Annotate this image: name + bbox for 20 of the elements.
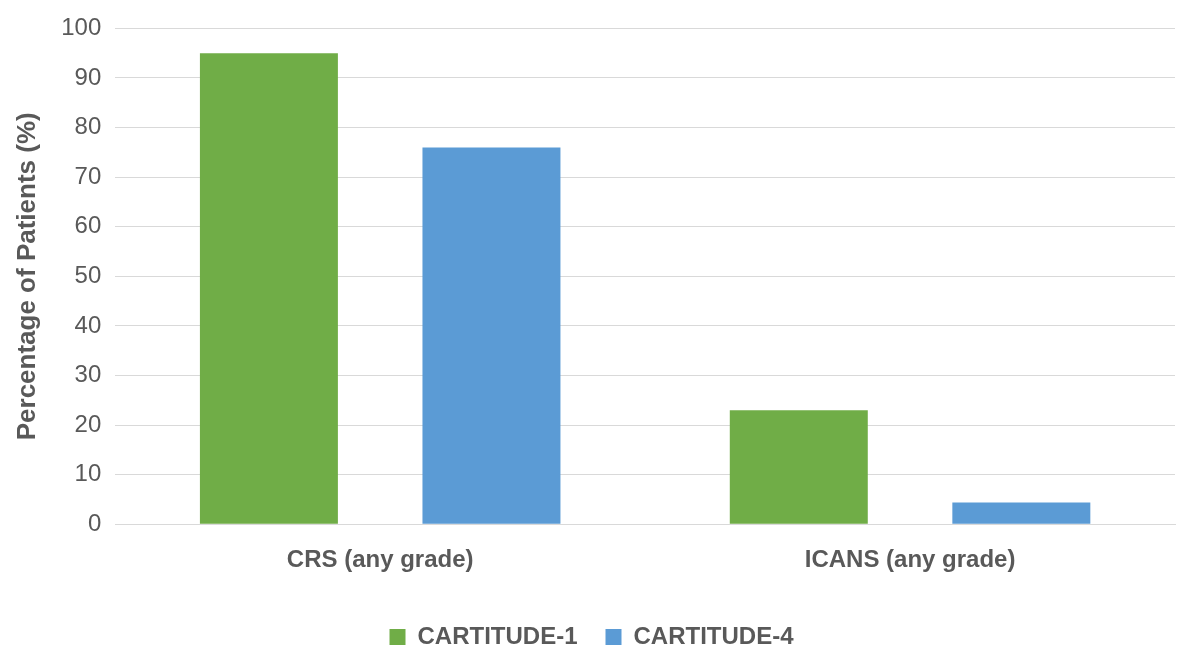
bar	[952, 502, 1091, 524]
legend-label: CARTITUDE-4	[633, 621, 795, 649]
bar	[422, 147, 561, 524]
x-tick-label: ICANS (any grade)	[804, 545, 1016, 573]
y-tick-label: 90	[74, 62, 102, 90]
y-tick-label: 10	[74, 459, 102, 487]
y-tick-label: 100	[61, 13, 102, 41]
y-tick-label: 60	[74, 211, 102, 239]
y-tick-label: 0	[87, 508, 102, 536]
bar	[199, 53, 338, 524]
y-axis-title: Percentage of Patients (%)	[10, 112, 41, 441]
bar	[729, 410, 868, 524]
x-tick-label: CRS (any grade)	[286, 545, 474, 573]
legend-label: CARTITUDE-1	[417, 621, 578, 649]
y-tick-label: 80	[74, 112, 102, 140]
y-tick-label: 70	[74, 161, 102, 189]
y-tick-label: 50	[74, 260, 102, 288]
y-tick-label: 40	[74, 310, 102, 338]
y-tick-label: 30	[74, 360, 102, 388]
y-tick-label: 20	[74, 409, 102, 437]
